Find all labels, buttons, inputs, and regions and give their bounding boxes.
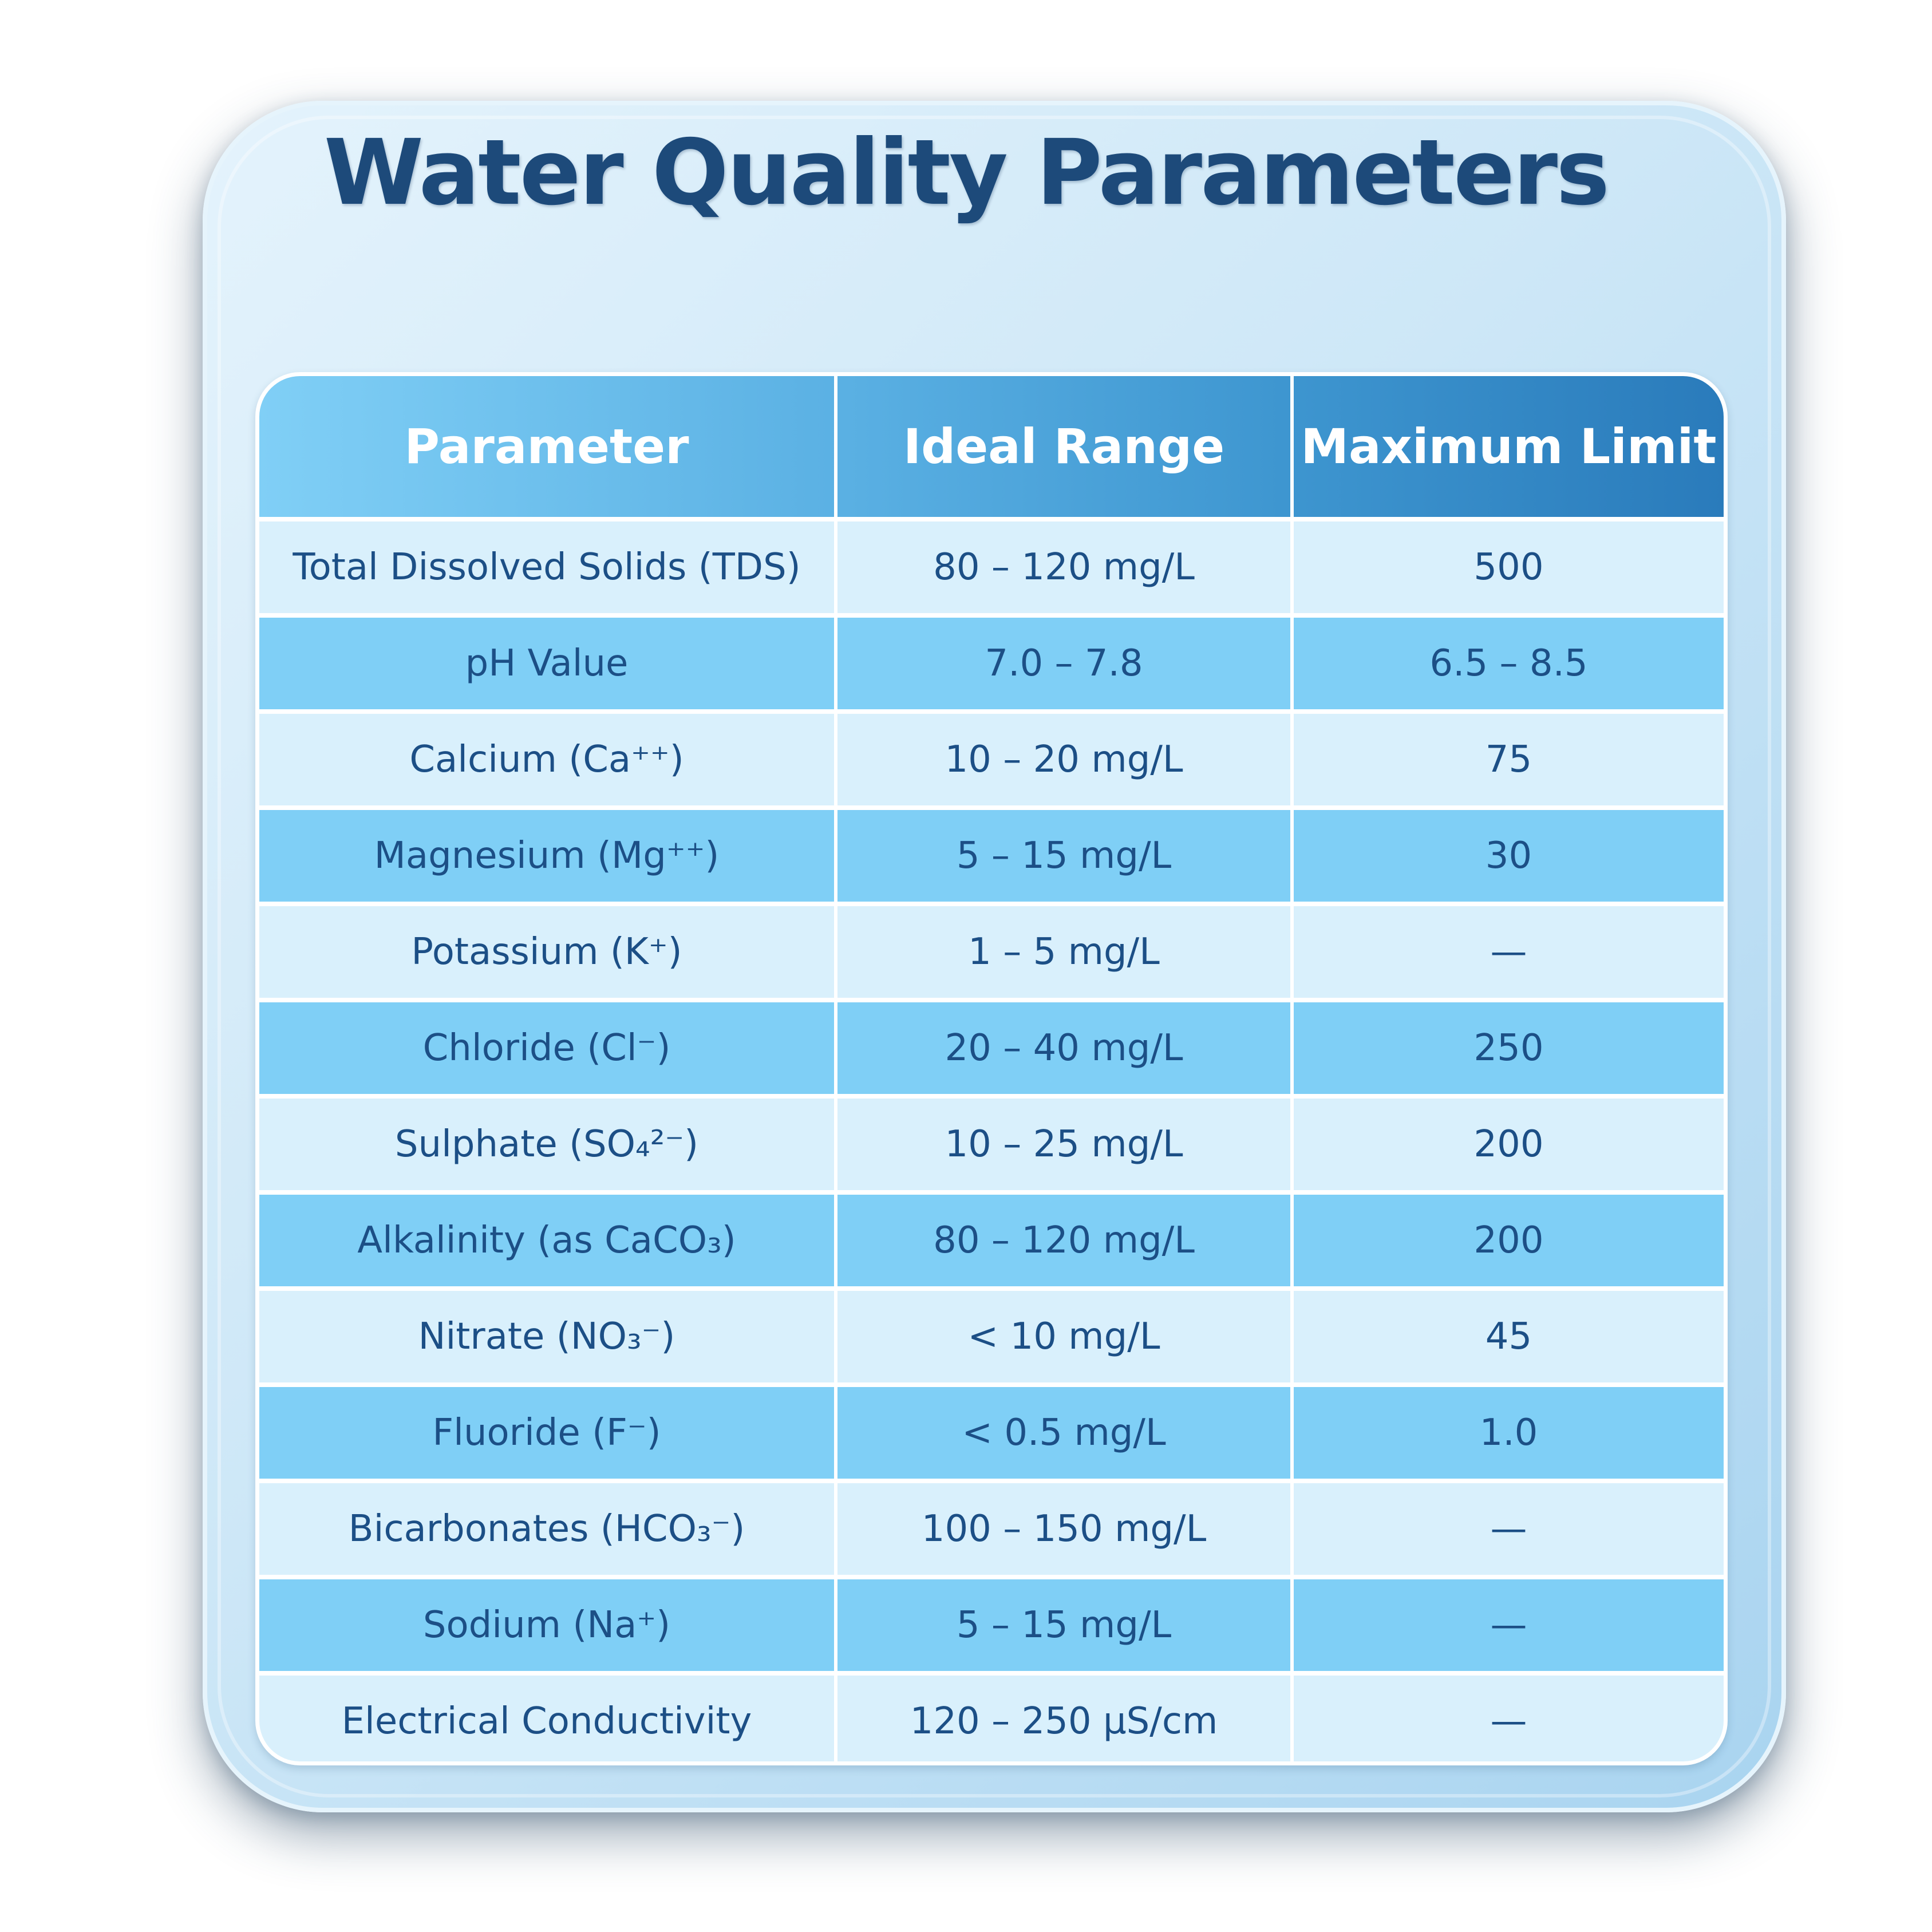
table-row: Bicarbonates (HCO₃⁻) 100 – 150 mg/L —	[259, 1479, 1724, 1575]
parameter-cell: pH Value	[259, 613, 834, 709]
table-row: Potassium (K⁺) 1 – 5 mg/L —	[259, 902, 1724, 998]
ideal-range-cell: 120 – 250 µS/cm	[834, 1671, 1290, 1761]
table-row: Alkalinity (as CaCO₃) 80 – 120 mg/L 200	[259, 1190, 1724, 1286]
parameter-cell: Total Dissolved Solids (TDS)	[259, 517, 834, 613]
ideal-range-cell: < 10 mg/L	[834, 1286, 1290, 1382]
ideal-range-cell: 80 – 120 mg/L	[834, 517, 1290, 613]
maximum-limit-cell: 75	[1290, 709, 1724, 805]
column-header-parameter: Parameter	[404, 418, 689, 475]
table-body: Total Dissolved Solids (TDS) 80 – 120 mg…	[259, 517, 1724, 1761]
ideal-range-cell: 5 – 15 mg/L	[834, 1575, 1290, 1671]
ideal-range-cell: 10 – 25 mg/L	[834, 1094, 1290, 1190]
parameter-cell: Chloride (Cl⁻)	[259, 998, 834, 1094]
parameter-cell: Magnesium (Mg⁺⁺)	[259, 805, 834, 902]
ideal-range-cell: 100 – 150 mg/L	[834, 1479, 1290, 1575]
table-row: Chloride (Cl⁻) 20 – 40 mg/L 250	[259, 998, 1724, 1094]
maximum-limit-cell: 250	[1290, 998, 1724, 1094]
column-header-ideal-range: Ideal Range	[834, 376, 1290, 517]
maximum-limit-cell: 200	[1290, 1094, 1724, 1190]
parameter-cell: Bicarbonates (HCO₃⁻)	[259, 1479, 834, 1575]
maximum-limit-cell: 30	[1290, 805, 1724, 902]
maximum-limit-cell: 500	[1290, 517, 1724, 613]
maximum-limit-cell: 45	[1290, 1286, 1724, 1382]
table-row: Nitrate (NO₃⁻) < 10 mg/L 45	[259, 1286, 1724, 1382]
table-row: pH Value 7.0 – 7.8 6.5 – 8.5	[259, 613, 1724, 709]
parameters-table-container: Parameter Ideal Range Maximum Limit Tota…	[255, 372, 1728, 1765]
maximum-limit-cell: 200	[1290, 1190, 1724, 1286]
ideal-range-cell: 10 – 20 mg/L	[834, 709, 1290, 805]
column-header-maximum-limit: Maximum Limit	[1290, 376, 1724, 517]
parameter-cell: Electrical Conductivity	[259, 1671, 834, 1761]
maximum-limit-cell: —	[1290, 1479, 1724, 1575]
parameter-cell: Sulphate (SO₄²⁻)	[259, 1094, 834, 1190]
header-row: Parameter Ideal Range Maximum Limit	[259, 376, 1724, 517]
table-row: Total Dissolved Solids (TDS) 80 – 120 mg…	[259, 517, 1724, 613]
parameter-cell: Sodium (Na⁺)	[259, 1575, 834, 1671]
table-row: Sulphate (SO₄²⁻) 10 – 25 mg/L 200	[259, 1094, 1724, 1190]
table-row: Calcium (Ca⁺⁺) 10 – 20 mg/L 75	[259, 709, 1724, 805]
page-title: Water Quality Parameters	[323, 120, 1610, 226]
maximum-limit-cell: —	[1290, 1671, 1724, 1761]
ideal-range-cell: 5 – 15 mg/L	[834, 805, 1290, 902]
ideal-range-cell: < 0.5 mg/L	[834, 1382, 1290, 1479]
parameter-cell: Calcium (Ca⁺⁺)	[259, 709, 834, 805]
table-row: Sodium (Na⁺) 5 – 15 mg/L —	[259, 1575, 1724, 1671]
maximum-limit-cell: 6.5 – 8.5	[1290, 613, 1724, 709]
table-row: Magnesium (Mg⁺⁺) 5 – 15 mg/L 30	[259, 805, 1724, 902]
parameter-cell: Nitrate (NO₃⁻)	[259, 1286, 834, 1382]
ideal-range-cell: 1 – 5 mg/L	[834, 902, 1290, 998]
maximum-limit-cell: —	[1290, 902, 1724, 998]
parameters-table: Parameter Ideal Range Maximum Limit Tota…	[259, 376, 1724, 1761]
ideal-range-cell: 80 – 120 mg/L	[834, 1190, 1290, 1286]
table-header: Parameter Ideal Range Maximum Limit	[259, 376, 1724, 517]
ideal-range-cell: 20 – 40 mg/L	[834, 998, 1290, 1094]
table-row: Fluoride (F⁻) < 0.5 mg/L 1.0	[259, 1382, 1724, 1479]
parameter-cell: Potassium (K⁺)	[259, 902, 834, 998]
parameter-cell: Fluoride (F⁻)	[259, 1382, 834, 1479]
ideal-range-cell: 7.0 – 7.8	[834, 613, 1290, 709]
table-row: Electrical Conductivity 120 – 250 µS/cm …	[259, 1671, 1724, 1761]
maximum-limit-cell: —	[1290, 1575, 1724, 1671]
parameter-cell: Alkalinity (as CaCO₃)	[259, 1190, 834, 1286]
maximum-limit-cell: 1.0	[1290, 1382, 1724, 1479]
